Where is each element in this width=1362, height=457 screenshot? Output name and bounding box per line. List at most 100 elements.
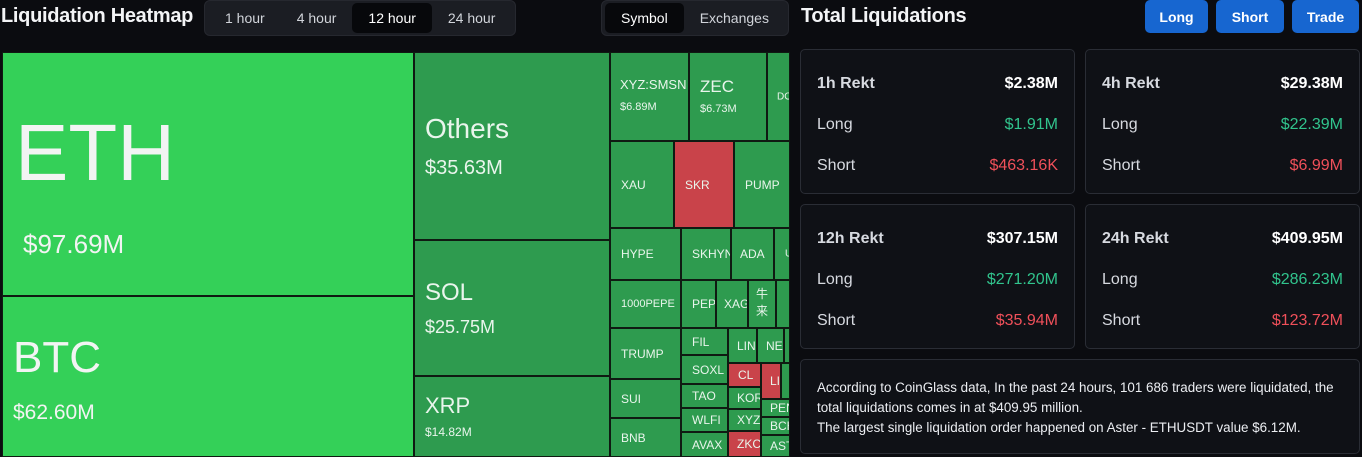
heatmap-cell-skhyn[interactable]: SKHYN	[681, 228, 731, 280]
heatmap-cell-zkc[interactable]: ZKC	[728, 431, 761, 457]
heatmap-cell-tiny-b[interactable]	[784, 328, 790, 363]
heatmap-cell-nea[interactable]: NEA	[757, 328, 784, 363]
cell-value: $35.63M	[425, 157, 503, 179]
rekt-card-4h: 4h Rekt $29.38M Long $22.39M Short $6.99…	[1085, 49, 1360, 194]
long-label: Long	[1102, 116, 1138, 133]
heatmap-cell-bch[interactable]: BCH	[761, 417, 790, 435]
heatmap-cell-ada[interactable]: ADA	[731, 228, 774, 280]
cell-symbol: HYPE	[621, 247, 654, 261]
cell-symbol: XAU	[621, 177, 646, 192]
rekt-card-12h: 12h Rekt $307.15M Long $271.20M Short $3…	[800, 204, 1075, 349]
trade-button[interactable]: Trade	[1292, 0, 1359, 33]
heatmap-cell-eth[interactable]: ETH $97.69M	[2, 52, 414, 296]
heatmap-cell-xag[interactable]: XAG	[716, 280, 748, 328]
card-total: $29.38M	[1280, 75, 1343, 92]
heatmap-cell-xrp[interactable]: XRP $14.82M	[414, 376, 610, 457]
card-total: $2.38M	[1004, 75, 1058, 92]
heatmap-cell-cl[interactable]: CL	[728, 363, 761, 387]
heatmap-cell-pen[interactable]: PEN	[761, 399, 790, 417]
heatmap-title: Liquidation Heatmap	[1, 5, 194, 27]
heatmap-cell-sol[interactable]: SOL $25.75M	[414, 240, 610, 376]
heatmap-cell-niulai[interactable]: 牛 来	[748, 280, 776, 328]
heatmap-cell-wlfi[interactable]: WLFI	[681, 408, 728, 432]
cell-symbol: CL	[738, 368, 754, 382]
heatmap-cell-li[interactable]: LI	[761, 363, 781, 399]
tab-1-hour[interactable]: 1 hour	[225, 10, 265, 26]
cell-symbol: ZKC	[737, 437, 761, 451]
cell-symbol: PEN	[770, 401, 789, 415]
heatmap-cell-pep[interactable]: PEP	[681, 280, 716, 328]
heatmap-cell-btc[interactable]: BTC $62.60M	[2, 296, 414, 457]
heatmap-cell-hype[interactable]: HYPE	[610, 228, 681, 280]
card-short-row: Short $6.99M	[1102, 157, 1343, 175]
total-liquidations-title: Total Liquidations	[801, 5, 967, 27]
cell-symbol: PUMP	[745, 177, 780, 192]
heatmap-cell-sui[interactable]: SUI	[610, 379, 681, 418]
cell-value: $97.69M	[23, 229, 125, 259]
cell-value: $62.60M	[13, 401, 95, 424]
cell-symbol: WLFI	[692, 413, 721, 427]
cell-symbol: NEA	[766, 338, 783, 353]
cell-symbol: TRUMP	[621, 346, 664, 361]
tab-24-hour[interactable]: 24 hour	[447, 10, 496, 26]
heatmap-cell-fil[interactable]: FIL	[681, 328, 728, 355]
short-label: Short	[1102, 312, 1141, 329]
summary-line-1: According to CoinGlass data, In the past…	[817, 380, 1334, 415]
heatmap-cell-others[interactable]: Others $35.63M	[414, 52, 610, 240]
tab-4-hour[interactable]: 4 hour	[296, 10, 337, 26]
heatmap-cell-soxl[interactable]: SOXL	[681, 355, 728, 384]
tab-12-hour[interactable]: 12 hour	[352, 3, 432, 33]
card-long-row: Long $1.91M	[817, 116, 1058, 134]
cell-symbol: ETH	[15, 108, 175, 197]
long-value: $286.23M	[1271, 271, 1343, 288]
short-button[interactable]: Short	[1216, 0, 1284, 33]
heatmap-cell-trump[interactable]: TRUMP	[610, 328, 681, 379]
heatmap-cell-do[interactable]: DO	[767, 52, 790, 141]
time-range-tabs: 1 hour 4 hour 12 hour 24 hour	[204, 0, 517, 36]
rekt-card-24h: 24h Rekt $409.95M Long $286.23M Short $1…	[1085, 204, 1360, 349]
cell-symbol: AVAX	[692, 437, 723, 452]
heatmap-cell-xyz[interactable]: XYZ	[728, 409, 761, 431]
cell-symbol: XYZ	[737, 413, 761, 427]
heatmap-cell-lin[interactable]: LIN	[728, 328, 757, 363]
cell-symbol: PEP	[692, 297, 716, 311]
heatmap-cell-tiny-a[interactable]	[776, 280, 790, 328]
summary-line-2: The largest single liquidation order hap…	[817, 420, 1301, 435]
cell-symbol: 牛 来	[756, 287, 769, 318]
heatmap-cell-avax[interactable]: AVAX	[681, 432, 728, 457]
heatmap-header: Liquidation Heatmap 1 hour 4 hour 12 hou…	[0, 0, 790, 52]
heatmap-cell-ast[interactable]: AST	[761, 435, 790, 457]
cell-symbol: BNB	[621, 430, 646, 445]
card-short-row: Short $463.16K	[817, 157, 1058, 175]
card-short-row: Short $35.94M	[817, 312, 1058, 330]
tab-symbol[interactable]: Symbol	[605, 3, 684, 33]
heatmap-cell-u[interactable]: U	[774, 228, 790, 280]
cell-symbol: AST	[770, 439, 789, 453]
tab-exchanges[interactable]: Exchanges	[699, 10, 769, 26]
card-header: 24h Rekt $409.95M	[1102, 230, 1343, 248]
card-long-row: Long $271.20M	[817, 271, 1058, 289]
cell-value: $25.75M	[425, 317, 496, 337]
heatmap-cell-bnb[interactable]: BNB	[610, 418, 681, 457]
cell-symbol: ADA	[740, 247, 765, 261]
heatmap-cell-pump[interactable]: PUMP	[734, 141, 790, 228]
liquidation-summary: According to CoinGlass data, In the past…	[800, 359, 1360, 454]
heatmap-cell-kor[interactable]: KOR	[728, 387, 761, 409]
cell-symbol: Others	[425, 113, 510, 144]
heatmap-cell-xau[interactable]: XAU	[610, 141, 674, 228]
heatmap-cell-1000pepe[interactable]: 1000PEPE	[610, 280, 681, 328]
long-button[interactable]: Long	[1145, 0, 1208, 33]
long-value: $1.91M	[1004, 116, 1058, 133]
heatmap-cell-xyz-smsn[interactable]: XYZ:SMSN $6.89M	[610, 52, 689, 141]
heatmap-cell-tiny-c[interactable]	[781, 363, 790, 399]
short-value: $35.94M	[995, 312, 1058, 329]
heatmap-cell-tao[interactable]: TAO	[681, 384, 728, 408]
heatmap-cell-zec[interactable]: ZEC $6.73M	[689, 52, 767, 141]
cell-symbol: 1000PEPE	[621, 298, 675, 310]
card-title: 12h Rekt	[817, 230, 884, 247]
card-long-row: Long $286.23M	[1102, 271, 1343, 289]
card-short-row: Short $123.72M	[1102, 312, 1343, 330]
cell-symbol: U	[785, 249, 789, 260]
heatmap-cell-skr[interactable]: SKR	[674, 141, 734, 228]
short-label: Short	[817, 312, 856, 329]
